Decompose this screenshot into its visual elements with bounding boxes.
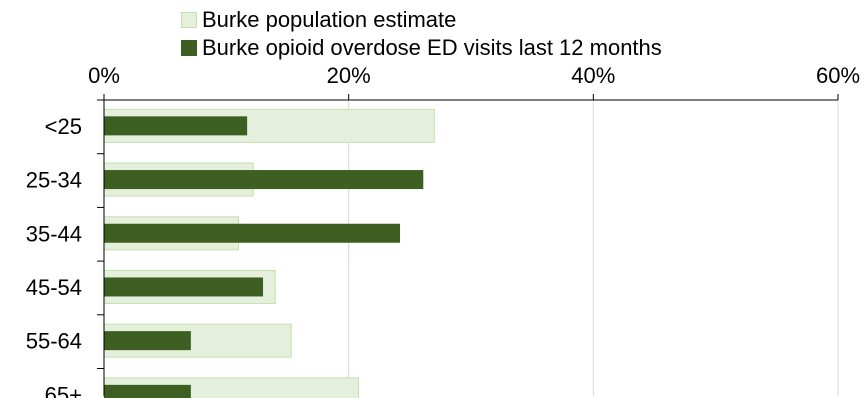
x-tick-label-60: 60% bbox=[816, 63, 860, 88]
y-tick-label-45-54: 45-54 bbox=[26, 275, 82, 300]
x-tick-label-20: 20% bbox=[327, 63, 371, 88]
bar-overdose-35-44 bbox=[104, 223, 401, 243]
x-tick-label-0: 0% bbox=[88, 63, 120, 88]
y-tick-label-25-34: 25-34 bbox=[26, 168, 82, 193]
legend-item-overdose: Burke opioid overdose ED visits last 12 … bbox=[181, 34, 662, 62]
x-tick-label-40: 40% bbox=[571, 63, 615, 88]
bar-overdose-45-54 bbox=[104, 277, 264, 297]
y-tick-label-35-44: 35-44 bbox=[26, 221, 82, 246]
legend-label-overdose: Burke opioid overdose ED visits last 12 … bbox=[202, 35, 662, 60]
bar-overdose-55-64 bbox=[104, 331, 191, 351]
legend-label-population: Burke population estimate bbox=[202, 7, 457, 32]
bar-overdose-<25 bbox=[104, 116, 248, 136]
legend-swatch-overdose bbox=[181, 40, 197, 56]
y-tick-label-<25: <25 bbox=[45, 114, 82, 139]
bar-overdose-65+ bbox=[104, 384, 191, 398]
legend-item-population: Burke population estimate bbox=[181, 6, 662, 34]
legend-swatch-population bbox=[181, 12, 197, 28]
legend: Burke population estimate Burke opioid o… bbox=[181, 6, 662, 62]
bar-overdose-25-34 bbox=[104, 170, 424, 190]
y-tick-label-65+: 65+ bbox=[45, 382, 82, 398]
y-tick-label-55-64: 55-64 bbox=[26, 329, 82, 354]
